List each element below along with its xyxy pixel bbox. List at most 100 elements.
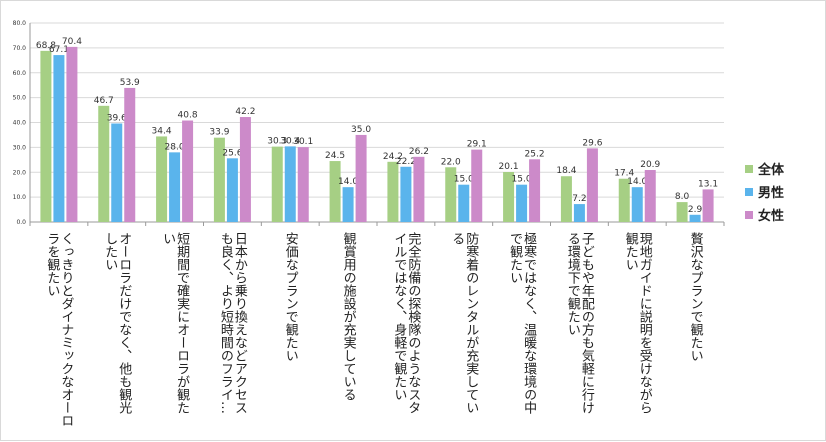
category-label: 短期間で確実にオーロラが観た [174, 232, 190, 414]
legend-swatch [745, 165, 753, 173]
y-tick-label: 40.0 [13, 120, 27, 127]
category-label: 観賞用の施設が充実している [341, 232, 357, 401]
legend-swatch [745, 188, 753, 196]
category-label: る環境下で観たい [565, 232, 581, 336]
data-label: 46.7 [94, 96, 114, 106]
data-label: 26.2 [409, 147, 429, 157]
category-label: ラを観たい [44, 232, 60, 297]
category-label: も良く、より短時間のフライ… [218, 232, 234, 414]
bar-1-3 [156, 136, 168, 222]
category-label: 完全防備の探検隊のようなスタ [405, 232, 421, 414]
bar-3-8 [471, 149, 483, 222]
legend-swatch [745, 211, 753, 219]
legend-label: 女性 [758, 208, 784, 224]
bar-3-11 [644, 170, 656, 222]
data-label: 30.4 [280, 136, 300, 146]
category-label: 贅沢なプランで観たい [688, 231, 704, 362]
data-label: 30.3 [267, 137, 287, 147]
data-label: 67.1 [49, 45, 69, 55]
bar-2-12 [689, 214, 701, 222]
bar-1-11 [618, 178, 630, 222]
data-label: 70.4 [62, 37, 82, 47]
data-label: 22.2 [396, 157, 416, 167]
data-label: 30.1 [293, 137, 313, 147]
bar-2-2 [111, 123, 123, 222]
legend-label: 全体 [757, 162, 785, 178]
bar-2-7 [400, 166, 412, 222]
category-label: 防寒着のレンタルが充実してい [463, 231, 479, 414]
bar-3-2 [124, 87, 136, 222]
data-label: 20.9 [640, 160, 660, 170]
data-label: 15.0 [454, 175, 474, 185]
y-tick-label: 60.0 [13, 70, 27, 77]
bar-2-8 [458, 184, 470, 222]
data-label: 33.9 [209, 128, 229, 138]
data-label: 13.1 [698, 179, 718, 189]
bar-2-9 [516, 184, 528, 222]
data-label: 14.0 [338, 177, 358, 187]
data-label: 24.2 [383, 152, 403, 162]
y-tick-label: 50.0 [13, 95, 27, 102]
bar-3-9 [529, 159, 541, 222]
data-label: 53.9 [120, 78, 140, 88]
data-label: 17.4 [614, 169, 634, 179]
bar-3-1 [66, 46, 78, 222]
bar-1-1 [40, 50, 52, 222]
data-label: 7.2 [572, 194, 586, 204]
category-label: イルではなく、身軽で観たい [391, 232, 407, 401]
bar-1-7 [387, 161, 399, 222]
bar-2-4 [226, 158, 238, 222]
data-label: 15.0 [512, 175, 532, 185]
bar-1-8 [445, 167, 457, 222]
data-label: 29.6 [582, 138, 602, 148]
bar-1-12 [676, 202, 688, 222]
bar-1-9 [503, 172, 515, 222]
bar-2-10 [573, 204, 585, 222]
category-label: 安価なプランで観たい [283, 232, 299, 362]
bar-2-5 [284, 146, 296, 222]
data-label: 68.8 [36, 41, 56, 51]
bar-3-10 [586, 148, 598, 222]
category-label: くっきりとダイナミックなオーロ [58, 232, 73, 427]
bar-3-4 [239, 117, 251, 222]
data-label: 42.2 [235, 107, 255, 117]
data-label: 40.8 [178, 111, 198, 121]
category-label: 日本から乗り換えなどアクセス [232, 232, 248, 414]
category-label: 極寒ではなく、温暖な環境の中 [521, 231, 537, 414]
category-label: る [449, 232, 464, 245]
y-tick-label: 70.0 [13, 45, 27, 52]
bar-3-7 [413, 156, 425, 222]
category-label: 観たい [623, 232, 639, 271]
category-label: したい [102, 232, 117, 271]
category-label: い [160, 232, 175, 245]
bar-1-4 [213, 137, 225, 222]
category-label: 子どもや年配の方も気軽に行け [579, 232, 595, 414]
bar-3-12 [702, 189, 714, 222]
bar-1-10 [560, 176, 572, 222]
category-label: 現地ガイドに説明を受けながら [637, 232, 653, 414]
data-label: 28.0 [165, 142, 185, 152]
data-label: 29.1 [467, 140, 487, 150]
bar-1-5 [271, 146, 283, 222]
data-label: 25.6 [222, 148, 242, 158]
bar-1-6 [329, 161, 341, 222]
category-label: で観たい [507, 232, 523, 284]
legend-label: 男性 [758, 185, 784, 201]
category-label: オーロラだけでなく、他も観光 [116, 232, 132, 414]
y-tick-label: 0.0 [16, 219, 26, 226]
bar-2-11 [631, 187, 643, 222]
data-label: 39.6 [107, 113, 127, 123]
y-tick-label: 20.0 [13, 169, 27, 176]
data-label: 14.0 [627, 177, 647, 187]
data-label: 35.0 [351, 125, 371, 135]
y-tick-label: 30.0 [13, 144, 27, 151]
bar-2-3 [169, 152, 181, 222]
data-label: 20.1 [499, 162, 519, 172]
bar-3-6 [355, 134, 367, 222]
data-label: 8.0 [675, 192, 690, 202]
y-tick-label: 80.0 [13, 20, 27, 27]
bar-2-1 [53, 55, 65, 223]
data-label: 25.2 [525, 149, 545, 159]
